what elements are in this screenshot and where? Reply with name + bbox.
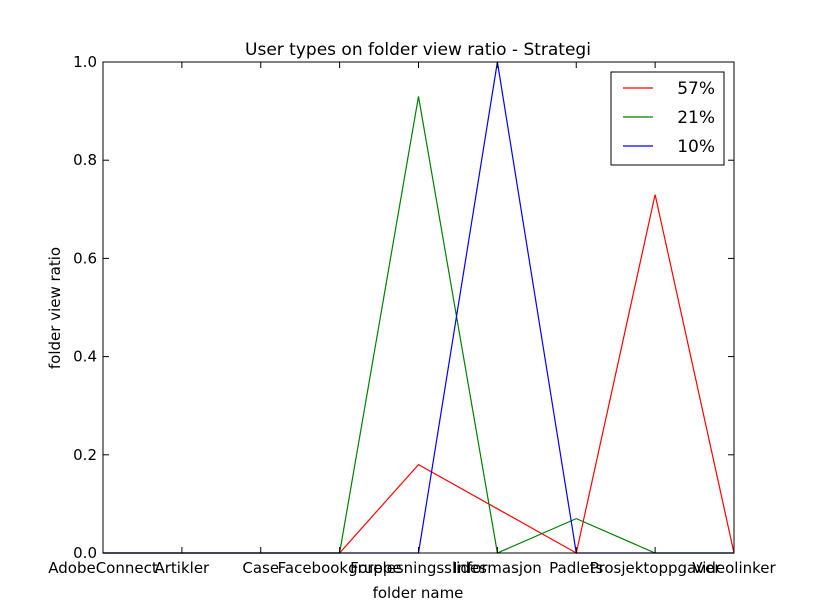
y-axis-label: folder view ratio [46, 247, 64, 369]
x-tick-label: Artikler [155, 559, 211, 577]
chart-title: User types on folder view ratio - Strate… [245, 40, 591, 60]
x-tick-label: Prosjektoppgaver [590, 559, 722, 577]
x-tick-label: Padlets [549, 559, 603, 577]
legend-label-0: 57% [677, 79, 715, 99]
x-tick-label: Videolinker [692, 559, 776, 577]
legend-label-1: 21% [677, 108, 715, 128]
x-tick-label: Forelesningsslides [350, 559, 487, 577]
x-axis-label: folder name [373, 584, 464, 602]
y-tick-label: 0.8 [73, 151, 97, 169]
legend: 57% 21% 10% [610, 71, 725, 166]
y-tick-label: 1.0 [73, 53, 97, 71]
y-tick-label: 0.2 [73, 446, 97, 464]
y-tick-label: 0.0 [73, 544, 97, 562]
series-line-0 [103, 194, 735, 554]
y-tick-label: 0.6 [73, 249, 97, 267]
x-tick-label: Informasjon [453, 559, 542, 577]
y-tick-label: 0.4 [73, 348, 97, 366]
legend-label-2: 10% [677, 137, 715, 157]
x-tick-label: Facebookgruppe [278, 559, 402, 577]
x-tick-label: Case [242, 559, 279, 577]
x-tick-label: AdobeConnect [48, 559, 158, 577]
